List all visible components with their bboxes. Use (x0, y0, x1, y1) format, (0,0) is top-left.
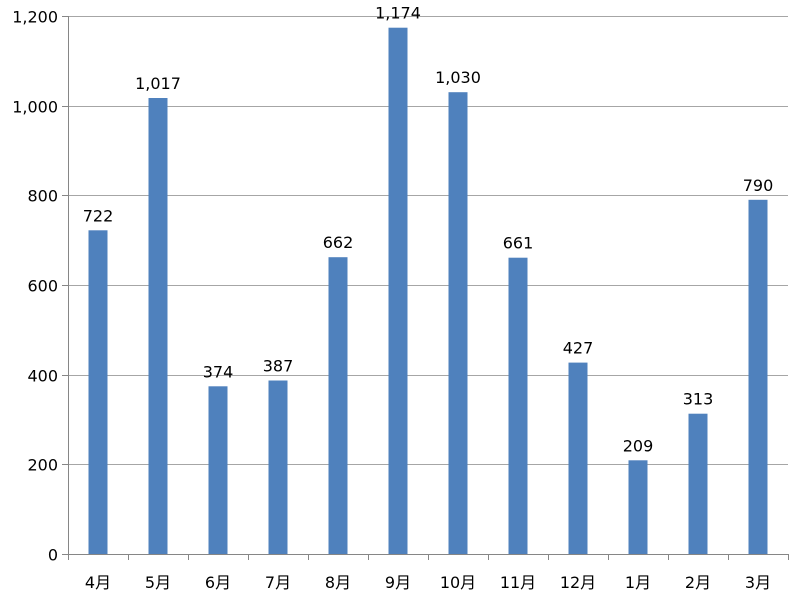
y-tick-label: 1,200 (12, 8, 58, 27)
y-tick-label: 200 (27, 456, 58, 475)
data-label: 313 (683, 390, 714, 409)
bar (268, 380, 288, 554)
bar (148, 98, 168, 554)
gridlines (68, 16, 788, 465)
x-tick-label: 12月 (560, 573, 596, 592)
bar (328, 257, 348, 554)
data-label: 662 (323, 233, 354, 252)
data-label: 722 (83, 206, 114, 225)
y-tick-label: 600 (27, 277, 58, 296)
data-label: 1,017 (135, 74, 181, 93)
bar (628, 460, 648, 554)
data-label: 209 (623, 436, 654, 455)
bar (568, 362, 588, 554)
x-tick-label: 1月 (625, 573, 651, 592)
y-tick-label: 1,000 (12, 98, 58, 117)
data-label: 427 (563, 339, 594, 358)
x-tick-label: 9月 (385, 573, 411, 592)
bar (508, 257, 528, 554)
y-tick-label: 400 (27, 367, 58, 386)
data-label: 374 (203, 362, 234, 381)
bar (448, 92, 468, 554)
bar (88, 230, 108, 555)
x-tick-label: 6月 (205, 573, 231, 592)
data-label: 790 (743, 176, 774, 195)
x-tick-label: 8月 (325, 573, 351, 592)
data-label: 661 (503, 234, 534, 253)
x-tick-label: 2月 (685, 573, 711, 592)
x-tick-label: 3月 (745, 573, 771, 592)
x-tick-label: 7月 (265, 573, 291, 592)
y-tick-label: 800 (27, 187, 58, 206)
labels: 0 200 400 600 800 1,000 1,200 722 4月 1,017 5月 374 6月… (12, 4, 773, 592)
axes (62, 16, 789, 560)
y-tick-label: 0 (48, 546, 58, 565)
bar (388, 27, 408, 554)
data-label: 387 (263, 357, 294, 376)
bars (88, 27, 768, 555)
bar (748, 199, 768, 555)
x-tick-label: 4月 (85, 573, 111, 592)
bar (208, 386, 228, 554)
x-tick-label: 11月 (500, 573, 536, 592)
data-label: 1,030 (435, 68, 481, 87)
x-tick-label: 5月 (145, 573, 171, 592)
data-label: 1,174 (375, 4, 421, 23)
bar (688, 413, 708, 554)
x-tick-label: 10月 (440, 573, 476, 592)
